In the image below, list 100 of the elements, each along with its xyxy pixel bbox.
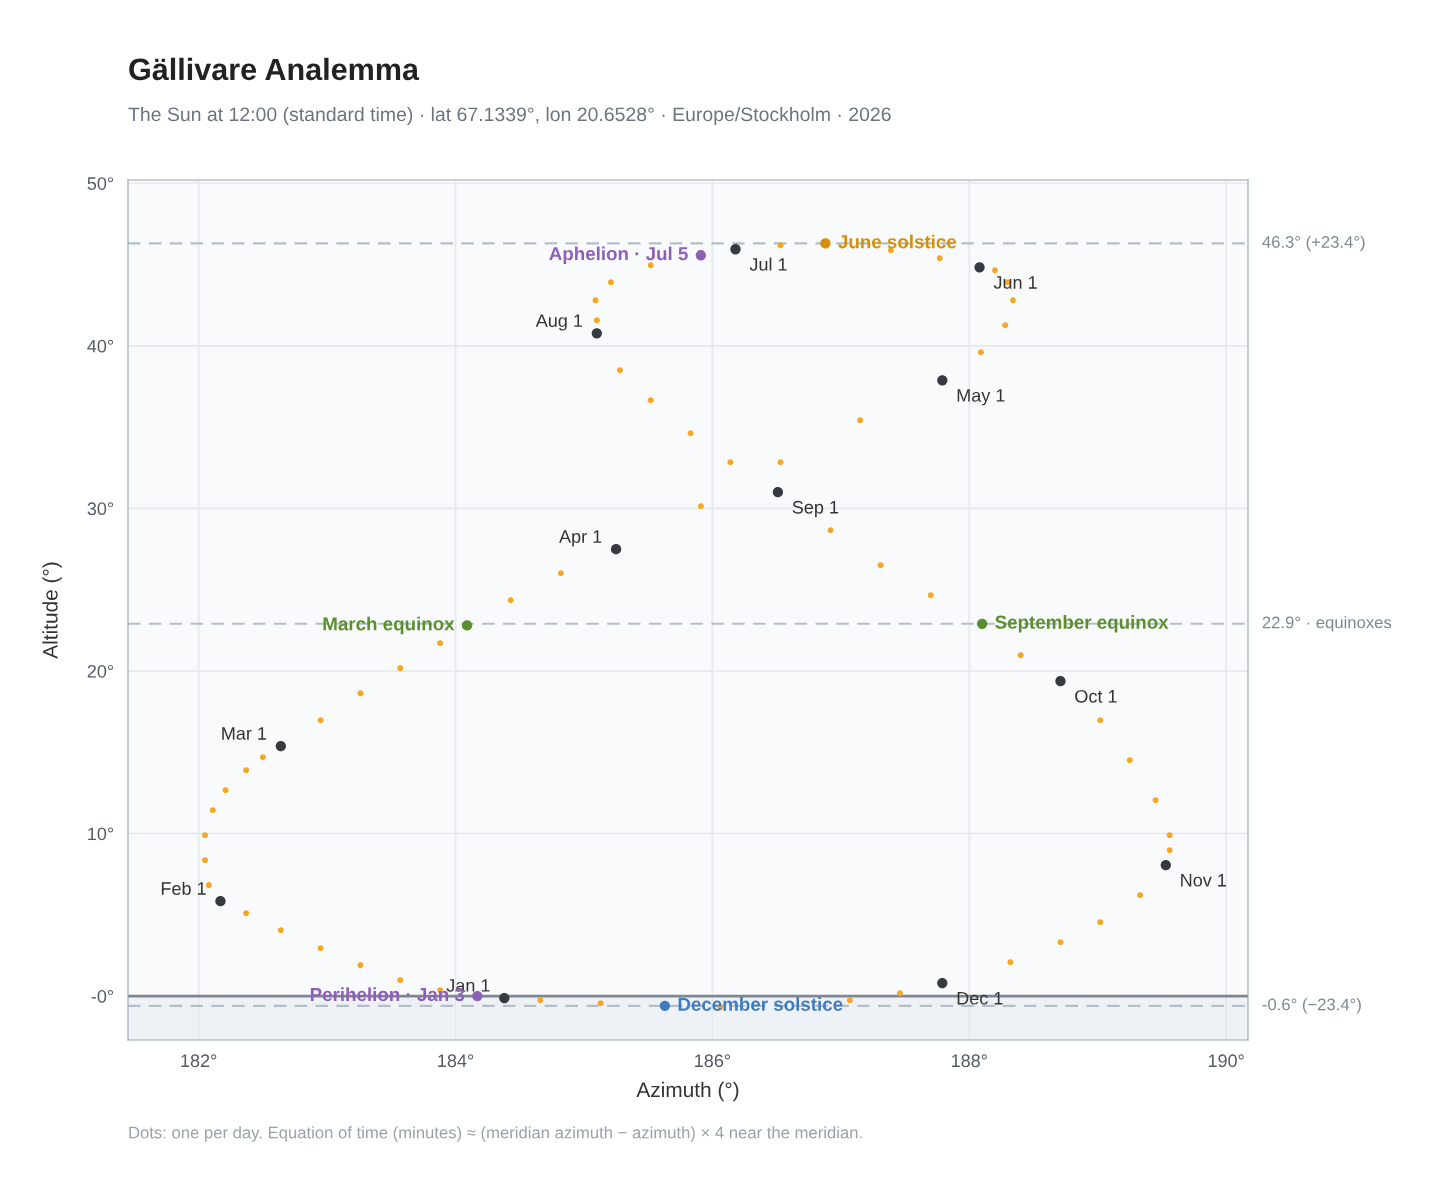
point	[927, 592, 934, 599]
ref-line-label: 22.9° · equinoxes	[1262, 616, 1392, 632]
data-label: Mar 1	[222, 727, 267, 740]
point	[507, 597, 514, 604]
point	[1055, 676, 1066, 687]
x-tick-label: 184°	[438, 1054, 474, 1068]
point	[1002, 322, 1009, 329]
series-label: September equinox	[995, 615, 1169, 633]
point	[610, 544, 622, 555]
point	[820, 238, 831, 249]
point	[202, 832, 209, 839]
point	[1137, 892, 1144, 899]
point	[472, 990, 483, 1002]
point	[397, 977, 404, 984]
series-label: March equinox	[323, 616, 455, 635]
data-label: Feb 1	[161, 881, 206, 895]
y-axis-title: Altitude (°)	[42, 562, 62, 659]
point	[937, 977, 948, 989]
point	[974, 262, 985, 273]
chart-title: Gällivare Analemma	[129, 57, 420, 81]
point	[461, 620, 473, 631]
point	[277, 927, 284, 934]
point	[499, 992, 510, 1004]
point	[215, 896, 226, 907]
point	[1152, 797, 1159, 804]
point	[659, 1000, 671, 1012]
data-label: Jul 1	[749, 257, 787, 271]
point	[1007, 959, 1014, 966]
point	[1166, 832, 1173, 839]
ref-line-label: -0.6° (−23.4°)	[1262, 998, 1361, 1014]
data-label: Apr 1	[559, 530, 602, 547]
point	[936, 255, 943, 262]
data-label: Sep 1	[792, 500, 839, 518]
data-label: Jun 1	[993, 276, 1037, 289]
data-label: May 1	[957, 389, 1005, 406]
point	[275, 740, 286, 752]
point	[616, 367, 623, 374]
point	[259, 754, 266, 761]
point	[537, 997, 544, 1004]
chart-subtitle: The Sun at 12:00 (standard time) · lat 67.1339°, lon 20.6528° · Europe/Stockholm · 2026	[128, 106, 891, 126]
point	[1057, 939, 1064, 946]
point	[937, 375, 948, 386]
point	[697, 503, 704, 510]
point	[896, 990, 903, 997]
point	[1017, 652, 1024, 659]
data-label: Aug 1	[535, 314, 583, 331]
point	[597, 1000, 604, 1007]
point	[209, 807, 216, 814]
data-label: Oct 1	[1075, 689, 1117, 703]
point	[1126, 757, 1133, 764]
data-label: Nov 1	[1181, 873, 1226, 887]
point	[647, 397, 654, 404]
point	[1097, 717, 1104, 724]
point	[437, 640, 444, 647]
point	[397, 665, 404, 672]
point	[772, 486, 784, 498]
point	[1010, 297, 1016, 304]
x-tick-label: 190°	[1208, 1054, 1244, 1068]
point	[777, 459, 784, 466]
point	[857, 417, 864, 424]
point	[202, 857, 209, 864]
point	[827, 527, 834, 534]
point	[846, 997, 853, 1004]
point	[976, 618, 988, 629]
point	[593, 317, 600, 324]
point	[1097, 919, 1104, 926]
point	[557, 570, 564, 577]
x-tick-label: 188°	[951, 1054, 987, 1068]
text: Dots: one per day. Equation of time (minutes) ≈ (meridian azimuth − azimuth) × 4 near the meridian.	[129, 1126, 862, 1142]
y-tick-label: 40°	[87, 339, 114, 353]
series-label: June solstice	[838, 234, 957, 249]
point	[357, 690, 364, 697]
point	[977, 349, 984, 356]
y-tick-label: 20°	[87, 664, 114, 678]
y-tick-label: 30°	[87, 502, 114, 516]
point	[777, 242, 784, 249]
point	[647, 262, 654, 269]
point	[1160, 859, 1171, 871]
point	[243, 767, 250, 774]
point	[877, 562, 884, 569]
point	[695, 250, 706, 261]
point	[243, 910, 250, 917]
y-tick-label: -0°	[91, 990, 114, 1003]
point	[607, 279, 614, 286]
x-tick-label: 186°	[695, 1054, 730, 1068]
x-axis-title: Azimuth (°)	[636, 1081, 739, 1102]
point	[1166, 847, 1173, 854]
x-tick-label: 182°	[181, 1054, 217, 1068]
point	[222, 787, 229, 794]
point	[317, 945, 324, 952]
point	[357, 962, 364, 968]
y-tick-label: 10°	[88, 827, 114, 841]
point	[727, 459, 734, 466]
point	[591, 328, 602, 339]
point	[992, 267, 998, 274]
series-label: December solstice	[678, 997, 843, 1011]
ref-line-label: 46.3° (+23.4°)	[1262, 235, 1365, 252]
point	[317, 717, 324, 724]
point	[730, 244, 741, 255]
series-label: Aphelion · Jul 5	[549, 246, 688, 265]
